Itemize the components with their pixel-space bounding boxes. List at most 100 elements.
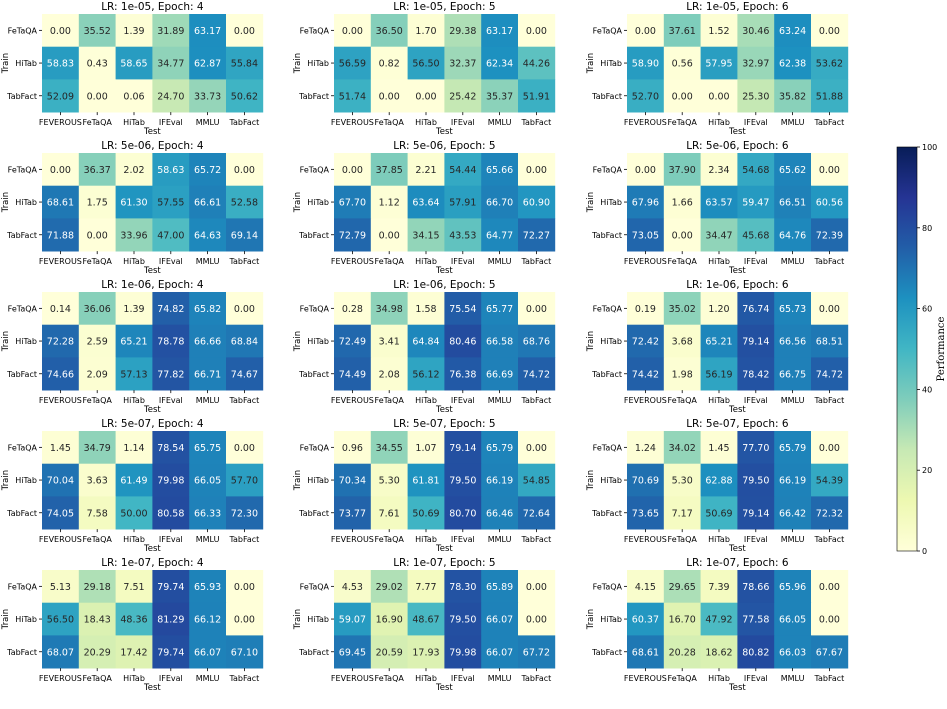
column-tick-label: TabFact — [813, 674, 844, 683]
heatmap-cell — [518, 324, 556, 358]
x-axis-label: Test — [728, 405, 746, 415]
column-tick-label: MMLU — [781, 674, 805, 683]
column-tick-label: IFEval — [744, 535, 768, 544]
heatmap-cell — [115, 14, 153, 48]
column-tick-label: HiTab — [708, 396, 730, 405]
heatmap-cell — [518, 635, 556, 669]
cell-value-label: 77.82 — [157, 369, 184, 380]
cell-value-label: 74.42 — [632, 369, 659, 380]
x-axis-label: Test — [143, 127, 161, 137]
cell-value-label: 0.00 — [87, 91, 108, 102]
heatmap-cell — [407, 357, 445, 391]
cell-value-label: 24.70 — [157, 91, 184, 102]
cell-value-label: 78.30 — [449, 582, 476, 593]
cell-value-label: 66.69 — [486, 369, 513, 380]
heatmap-cell — [334, 292, 372, 326]
cell-value-label: 68.61 — [632, 647, 659, 658]
cell-value-label: 1.98 — [672, 369, 693, 380]
row-tick-label: TabFact — [6, 92, 37, 101]
heatmap-cell — [481, 357, 519, 391]
cell-value-label: 36.06 — [84, 304, 111, 315]
row-tick-label: FeTaQA — [593, 443, 623, 452]
row-tick-label: TabFact — [6, 509, 37, 518]
heatmap-cell — [226, 218, 264, 252]
column-tick-label: HiTab — [123, 535, 145, 544]
heatmap-cell — [481, 153, 519, 187]
heatmap-cell — [334, 463, 372, 497]
panel-title: LR: 5e-07, Epoch: 5 — [393, 418, 495, 430]
heatmap-cell — [115, 292, 153, 326]
column-tick-label: TabFact — [520, 535, 551, 544]
heatmap-panel: LR: 5e-07, Epoch: 5 0.96 34.55 1.07 79.14 65.… — [293, 418, 556, 554]
heatmap-cell — [481, 292, 519, 326]
heatmap-cell — [518, 431, 556, 465]
cell-value-label: 79.14 — [742, 337, 769, 348]
heatmap-cell — [42, 324, 80, 358]
heatmap-panel: LR: 1e-06, Epoch: 5 0.28 34.98 1.58 75.54 65.… — [293, 279, 556, 415]
heatmap-panel: LR: 5e-06, Epoch: 5 0.00 37.85 2.21 54.44 65.… — [293, 140, 556, 276]
heatmap-cell — [627, 292, 665, 326]
cell-value-label: 63.17 — [486, 26, 513, 37]
column-tick-label: FEVEROUS — [39, 674, 82, 683]
cell-value-label: 0.43 — [87, 59, 108, 70]
panel-title: LR: 1e-05, Epoch: 4 — [101, 1, 204, 13]
cell-value-label: 56.50 — [47, 615, 74, 626]
cell-value-label: 67.10 — [231, 647, 258, 658]
heatmap-cell — [518, 602, 556, 636]
cell-value-label: 67.72 — [523, 647, 550, 658]
column-tick-label: TabFact — [520, 118, 551, 127]
cell-value-label: 32.37 — [449, 59, 476, 70]
x-axis-label: Test — [435, 544, 453, 554]
column-tick-label: FeTaQA — [83, 535, 113, 544]
heatmap-cell — [737, 431, 775, 465]
cell-value-label: 65.77 — [486, 304, 513, 315]
x-axis-label: Test — [143, 405, 161, 415]
heatmap-cell — [226, 153, 264, 187]
x-axis-label: Test — [435, 683, 453, 693]
colorbar-gradient — [896, 146, 918, 552]
cell-value-label: 3.63 — [87, 476, 108, 487]
heatmap-cell — [78, 431, 116, 465]
heatmap-cell — [811, 46, 849, 80]
y-axis-label: Train — [293, 192, 303, 213]
heatmap-cell — [407, 292, 445, 326]
panel-title: LR: 1e-06, Epoch: 4 — [101, 279, 204, 291]
cell-value-label: 72.39 — [816, 230, 843, 241]
heatmap-cell — [627, 357, 665, 391]
column-tick-label: FEVEROUS — [39, 257, 82, 266]
heatmap-cell — [737, 185, 775, 219]
heatmap-cell — [115, 46, 153, 80]
heatmap-cell — [189, 14, 227, 48]
cell-value-label: 70.04 — [47, 476, 74, 487]
cell-value-label: 1.07 — [415, 443, 436, 454]
heatmap-cell — [78, 153, 116, 187]
heatmap-cell — [78, 496, 116, 530]
cell-value-label: 34.98 — [376, 304, 403, 315]
heatmap-cell — [189, 635, 227, 669]
column-tick-label: FEVEROUS — [39, 535, 82, 544]
panel-title: LR: 1e-07, Epoch: 5 — [393, 557, 495, 569]
row-tick-label: TabFact — [591, 509, 622, 518]
cell-value-label: 64.84 — [412, 337, 439, 348]
heatmap-cell — [774, 218, 812, 252]
cell-value-label: 0.00 — [234, 615, 255, 626]
cell-value-label: 57.91 — [449, 198, 476, 209]
cell-value-label: 0.00 — [342, 165, 363, 176]
heatmap-cell — [627, 14, 665, 48]
heatmap-cell — [370, 185, 408, 219]
cell-value-label: 37.61 — [669, 26, 696, 37]
y-axis-label: Train — [586, 470, 596, 491]
cell-value-label: 62.87 — [194, 59, 221, 70]
cell-value-label: 72.42 — [632, 337, 659, 348]
heatmap-panel: LR: 1e-05, Epoch: 4 0.00 35.52 1.39 31.89 63.… — [1, 1, 264, 137]
heatmap-cell — [152, 324, 190, 358]
heatmap-cell — [42, 357, 80, 391]
heatmap-cell — [226, 14, 264, 48]
cell-value-label: 74.72 — [816, 369, 843, 380]
cell-value-label: 1.12 — [379, 198, 400, 209]
cell-value-label: 0.00 — [50, 165, 71, 176]
heatmap-cell — [627, 46, 665, 80]
cell-value-label: 56.59 — [339, 59, 366, 70]
y-axis-label: Train — [586, 331, 596, 352]
cell-value-label: 51.74 — [339, 91, 366, 102]
